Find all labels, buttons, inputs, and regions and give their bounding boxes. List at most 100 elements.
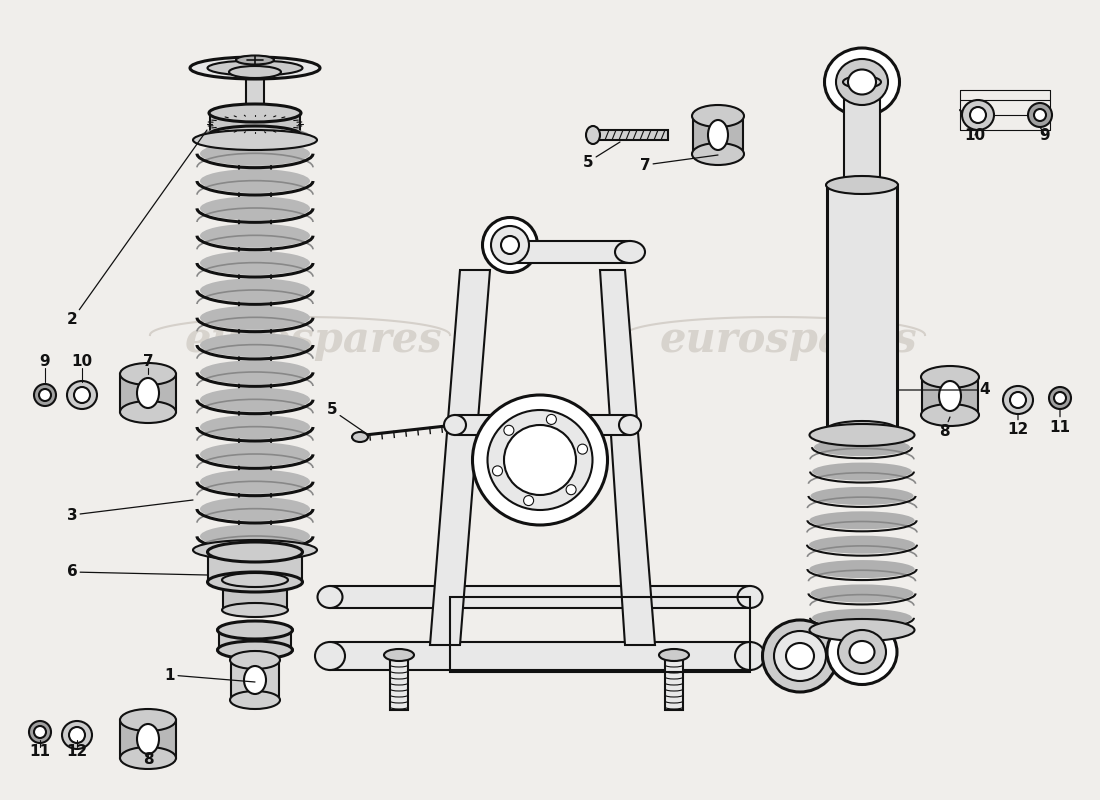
Ellipse shape xyxy=(848,70,876,94)
Ellipse shape xyxy=(578,444,587,454)
Ellipse shape xyxy=(836,59,888,105)
Ellipse shape xyxy=(209,126,301,144)
Ellipse shape xyxy=(566,485,576,494)
Ellipse shape xyxy=(1034,109,1046,121)
Ellipse shape xyxy=(810,619,914,641)
Bar xyxy=(510,241,630,263)
Text: 7: 7 xyxy=(640,155,718,173)
Text: 9: 9 xyxy=(40,354,51,370)
Text: 5: 5 xyxy=(583,142,620,170)
Ellipse shape xyxy=(318,586,342,608)
Ellipse shape xyxy=(190,57,320,79)
Ellipse shape xyxy=(74,387,90,403)
Ellipse shape xyxy=(208,542,302,562)
Ellipse shape xyxy=(843,76,881,88)
Ellipse shape xyxy=(615,241,645,263)
Bar xyxy=(455,415,630,435)
Ellipse shape xyxy=(939,381,961,411)
Ellipse shape xyxy=(1003,386,1033,414)
Ellipse shape xyxy=(1010,392,1026,408)
Ellipse shape xyxy=(200,224,310,248)
Text: 2: 2 xyxy=(67,130,207,327)
Ellipse shape xyxy=(222,603,288,617)
Ellipse shape xyxy=(1028,103,1052,127)
Bar xyxy=(208,550,302,582)
Ellipse shape xyxy=(524,495,534,506)
Ellipse shape xyxy=(825,48,900,116)
Ellipse shape xyxy=(352,432,368,442)
Text: 7: 7 xyxy=(143,354,153,370)
Ellipse shape xyxy=(200,169,310,193)
Ellipse shape xyxy=(67,381,97,409)
Bar xyxy=(922,377,978,415)
Ellipse shape xyxy=(708,120,728,150)
Text: 11: 11 xyxy=(1049,410,1070,434)
Ellipse shape xyxy=(838,630,886,674)
Ellipse shape xyxy=(200,415,310,439)
Ellipse shape xyxy=(811,585,913,602)
Text: eurospares: eurospares xyxy=(660,319,917,361)
Ellipse shape xyxy=(812,462,912,481)
Ellipse shape xyxy=(209,104,301,122)
Text: 8: 8 xyxy=(938,417,950,439)
Ellipse shape xyxy=(692,105,744,127)
Ellipse shape xyxy=(692,143,744,165)
Text: 12: 12 xyxy=(1008,415,1028,438)
Ellipse shape xyxy=(69,727,85,743)
Ellipse shape xyxy=(200,524,310,548)
Ellipse shape xyxy=(34,384,56,406)
Ellipse shape xyxy=(200,251,310,275)
Ellipse shape xyxy=(827,619,896,685)
Text: 9: 9 xyxy=(1040,127,1050,142)
Ellipse shape xyxy=(811,487,913,505)
Ellipse shape xyxy=(814,438,910,456)
Bar xyxy=(210,113,300,135)
Ellipse shape xyxy=(39,389,51,401)
Ellipse shape xyxy=(786,643,814,669)
Ellipse shape xyxy=(208,572,302,592)
Ellipse shape xyxy=(762,620,837,692)
Ellipse shape xyxy=(236,55,274,65)
Ellipse shape xyxy=(200,442,310,466)
Bar xyxy=(239,140,271,555)
Ellipse shape xyxy=(812,609,912,627)
Ellipse shape xyxy=(120,401,176,423)
Bar xyxy=(219,628,292,650)
Ellipse shape xyxy=(200,333,310,357)
Ellipse shape xyxy=(774,631,826,681)
Ellipse shape xyxy=(921,404,979,426)
Bar xyxy=(390,655,408,710)
Ellipse shape xyxy=(735,642,764,670)
Ellipse shape xyxy=(810,511,914,530)
Ellipse shape xyxy=(491,226,529,264)
Text: 3: 3 xyxy=(67,500,192,522)
Ellipse shape xyxy=(444,415,466,435)
Bar xyxy=(330,586,750,608)
Ellipse shape xyxy=(120,363,176,385)
Ellipse shape xyxy=(62,721,92,749)
Ellipse shape xyxy=(192,130,317,150)
Ellipse shape xyxy=(500,236,519,254)
Ellipse shape xyxy=(504,425,576,495)
Bar xyxy=(693,116,742,154)
Ellipse shape xyxy=(29,721,51,743)
Ellipse shape xyxy=(808,536,915,554)
Bar xyxy=(844,82,880,190)
Bar xyxy=(120,374,176,412)
Bar xyxy=(330,642,750,670)
Ellipse shape xyxy=(200,278,310,302)
Ellipse shape xyxy=(493,466,503,476)
Ellipse shape xyxy=(547,414,557,425)
Text: eurospares: eurospares xyxy=(185,319,442,361)
Ellipse shape xyxy=(921,366,979,388)
Ellipse shape xyxy=(659,649,689,661)
Ellipse shape xyxy=(826,421,898,439)
Ellipse shape xyxy=(230,691,280,709)
Ellipse shape xyxy=(849,641,875,663)
Ellipse shape xyxy=(619,415,641,435)
Text: 10: 10 xyxy=(965,127,986,142)
Ellipse shape xyxy=(810,560,914,578)
Ellipse shape xyxy=(242,108,268,116)
Ellipse shape xyxy=(200,470,310,494)
Ellipse shape xyxy=(487,410,593,510)
